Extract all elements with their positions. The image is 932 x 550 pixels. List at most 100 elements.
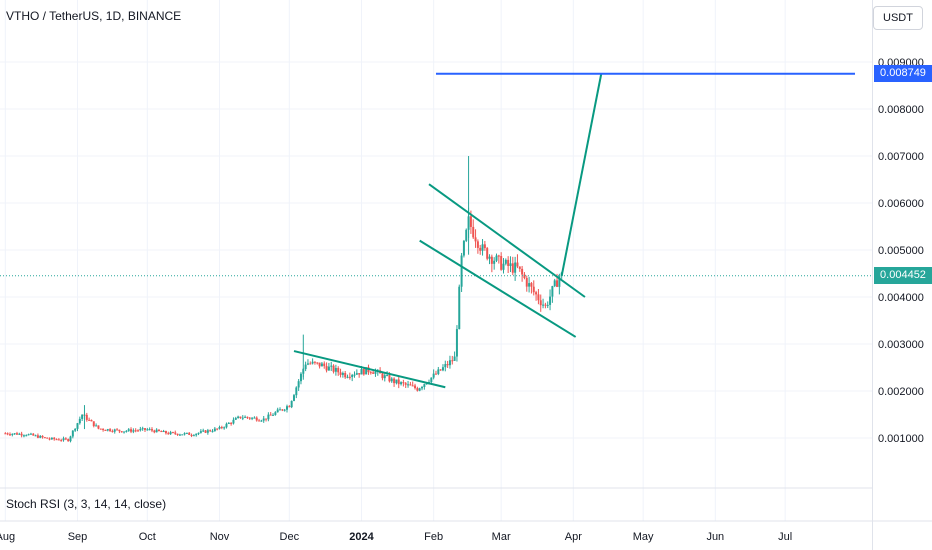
candle	[313, 361, 316, 365]
candle	[132, 428, 135, 434]
candle	[339, 368, 342, 378]
candle	[248, 417, 251, 420]
candle	[530, 282, 533, 294]
price-tick-label: 0.004000	[878, 292, 924, 304]
time-axis[interactable]: Aug Sep Oct Nov Dec 2024 Feb Mar Apr May Jun Jul	[0, 531, 792, 543]
candle	[55, 438, 58, 441]
candle	[25, 434, 28, 437]
candle	[18, 432, 21, 435]
candle	[539, 294, 542, 312]
currency-button[interactable]: USDT	[873, 6, 923, 30]
stoch-rsi-label[interactable]: Stoch RSI (3, 3, 14, 14, close)	[6, 497, 167, 511]
candle	[432, 369, 435, 380]
candle	[262, 415, 265, 423]
candle	[134, 428, 137, 433]
price-axis[interactable]: 0.0090000.0080000.0070000.0060000.005000…	[878, 57, 924, 445]
candle	[146, 427, 149, 431]
candle	[211, 429, 214, 433]
candle	[407, 380, 410, 388]
candle	[323, 361, 326, 369]
candle	[346, 374, 349, 379]
candle	[281, 409, 284, 412]
candle	[451, 355, 454, 365]
candle	[241, 415, 244, 421]
candle	[85, 412, 88, 422]
candle	[120, 431, 123, 433]
channel-upper[interactable]	[428, 183, 586, 298]
current-price-label: 0.004452	[874, 267, 932, 285]
target-price-label: 0.008749	[874, 65, 932, 83]
candle	[253, 416, 256, 419]
candle	[511, 256, 514, 276]
candle	[169, 430, 172, 435]
candle	[74, 428, 77, 432]
candle	[76, 422, 79, 432]
candle	[125, 430, 128, 433]
candle	[137, 429, 140, 432]
candle	[455, 325, 458, 362]
candle	[488, 254, 491, 265]
candle	[402, 379, 405, 387]
candle	[514, 256, 517, 281]
candle	[320, 361, 323, 367]
candle	[276, 407, 279, 413]
channel-lower[interactable]	[419, 239, 577, 338]
candle	[460, 252, 463, 292]
candle	[288, 405, 291, 408]
candle	[439, 369, 442, 371]
candle	[218, 425, 221, 430]
candle	[474, 229, 477, 248]
projection[interactable]	[560, 73, 603, 277]
candle	[418, 387, 421, 392]
drawings[interactable]	[293, 72, 855, 389]
candle	[34, 434, 37, 437]
candle	[448, 355, 451, 369]
price-tick-label: 0.005000	[878, 245, 924, 257]
candle	[490, 254, 493, 273]
candle	[416, 386, 419, 392]
candle	[411, 381, 414, 387]
candle	[532, 280, 535, 296]
candle	[92, 421, 95, 428]
candle	[232, 417, 235, 425]
candle	[190, 433, 193, 438]
candle	[4, 432, 7, 435]
candle	[109, 428, 112, 432]
candle	[458, 284, 461, 330]
candle	[155, 428, 158, 433]
candle	[502, 258, 505, 274]
candle	[78, 416, 81, 425]
candle	[160, 430, 163, 433]
candle	[299, 372, 302, 385]
price-tick-label: 0.008000	[878, 104, 924, 116]
candle	[444, 360, 447, 372]
candle	[393, 377, 396, 387]
candle	[227, 422, 230, 425]
candle	[181, 434, 184, 436]
candle	[192, 434, 195, 437]
time-tick-label: Feb	[424, 531, 443, 543]
candle	[286, 404, 288, 413]
candle	[60, 438, 63, 442]
candle	[174, 430, 177, 436]
price-tick-label: 0.007000	[878, 151, 924, 163]
candle	[441, 364, 444, 372]
candle	[11, 433, 14, 437]
candle	[546, 301, 549, 309]
candle	[537, 288, 540, 305]
candle	[316, 362, 319, 365]
candle	[544, 302, 547, 309]
candle	[267, 412, 270, 422]
candle	[465, 228, 468, 243]
candle	[102, 428, 105, 432]
candle	[90, 419, 93, 422]
candle	[64, 437, 67, 441]
candle	[493, 257, 496, 270]
price-tick-label: 0.001000	[878, 433, 924, 445]
candle	[29, 432, 32, 435]
candle	[195, 433, 198, 437]
dec-jan-trendline[interactable]	[293, 350, 446, 389]
candle	[153, 429, 156, 434]
candle	[171, 431, 174, 434]
